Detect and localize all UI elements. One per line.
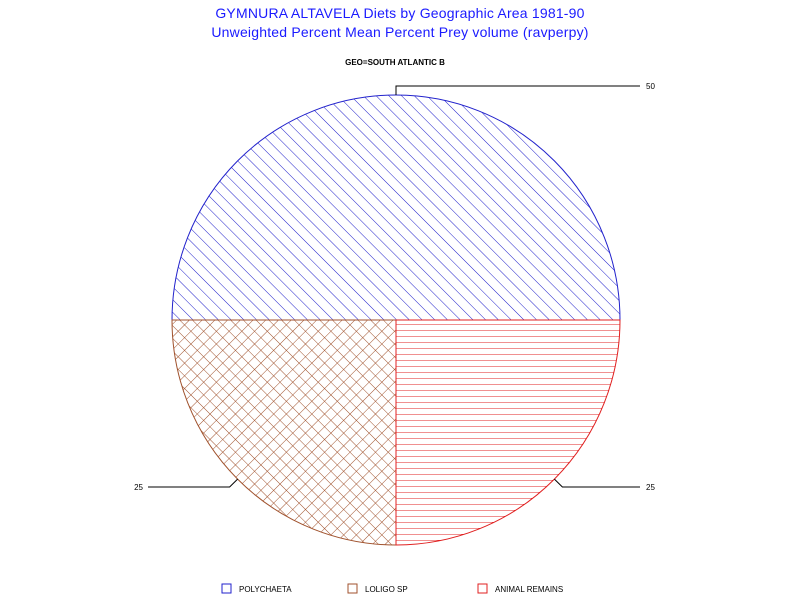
pie-slice-animal-remains <box>395 319 621 546</box>
leader-line <box>148 478 238 488</box>
legend-label: LOLIGO SP <box>365 585 408 594</box>
legend-label: ANIMAL REMAINS <box>495 585 563 594</box>
legend-label: POLYCHAETA <box>239 585 292 594</box>
pie-slice-loligo-sp <box>171 319 397 546</box>
slice-value-label: 50 <box>646 82 655 91</box>
leader-line <box>554 478 640 488</box>
chart-title: GYMNURA ALTAVELA Diets by Geographic Are… <box>215 5 585 21</box>
legend-swatch <box>221 583 232 594</box>
pie-slice-polychaeta <box>171 94 621 321</box>
legend-swatch <box>347 583 358 594</box>
leader-line <box>395 85 640 95</box>
slice-labels: 50 25 25 <box>134 82 655 492</box>
slice-value-label: 25 <box>646 483 655 492</box>
pie-slices <box>171 94 621 546</box>
legend-swatch <box>477 583 488 594</box>
slice-value-label: 25 <box>134 483 143 492</box>
chart-title-line2: Unweighted Percent Mean Percent Prey vol… <box>211 24 589 40</box>
chart-subtitle: GEO=SOUTH ATLANTIC B <box>345 58 445 67</box>
legend: POLYCHAETA LOLIGO SP ANIMAL REMAINS <box>221 583 563 594</box>
